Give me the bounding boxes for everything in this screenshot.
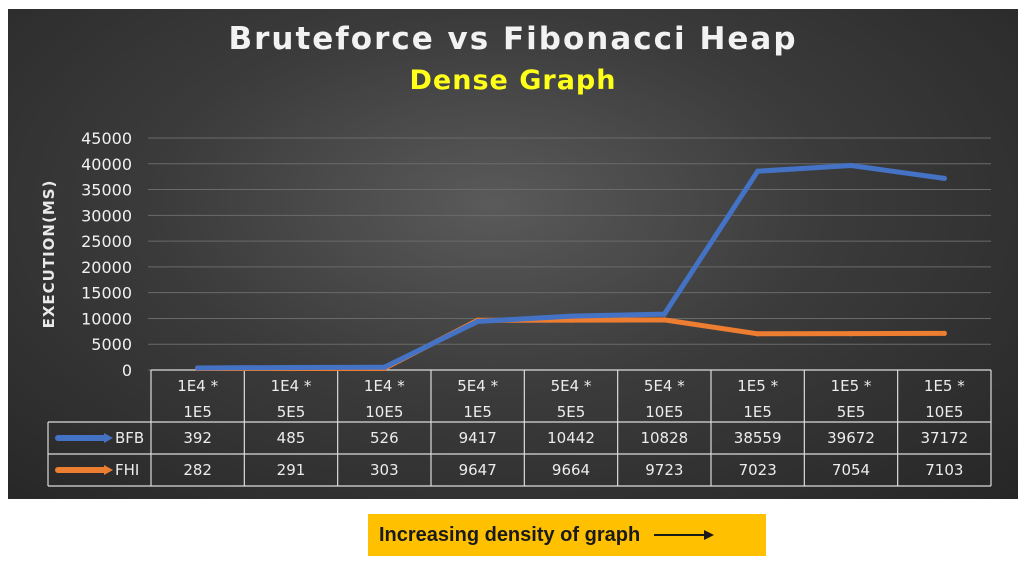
- y-tick-label: 5000: [91, 335, 132, 354]
- x-tick-label: 1E5 *: [737, 377, 778, 395]
- data-point-fhi: [568, 317, 574, 323]
- x-tick-label: 1E4 *: [177, 377, 218, 395]
- x-tick-label: 5E4 *: [644, 377, 685, 395]
- data-point-bfb: [288, 364, 294, 371]
- y-tick-label: 15000: [81, 284, 132, 303]
- data-label: 10828: [640, 429, 688, 447]
- data-label: 392: [183, 429, 212, 447]
- y-tick-label: 0: [122, 361, 132, 380]
- y-tick-label: 10000: [81, 309, 132, 328]
- data-point-bfb: [661, 311, 667, 317]
- chart-panel: 45000 40000 35000 30000 25000 20000 15000 10000…: [8, 9, 1018, 499]
- data-label: 9417: [459, 429, 497, 447]
- x-tick-label: 1E5: [183, 403, 212, 421]
- chart-subtitle: Dense Graph: [409, 65, 617, 96]
- x-tick-label: 5E5: [557, 403, 586, 421]
- x-tick-label: 5E4 *: [551, 377, 592, 395]
- data-point-bfb: [381, 364, 387, 370]
- density-note: Increasing density of graph: [368, 514, 766, 556]
- y-tick-label: 25000: [81, 232, 132, 251]
- legend-label-bfb: BFB: [115, 429, 144, 447]
- y-tick-label: 20000: [81, 258, 132, 277]
- legend-arrow-fhi: [104, 465, 113, 475]
- data-label: 303: [370, 461, 399, 479]
- y-tick-label: 40000: [81, 155, 132, 174]
- data-point-bfb: [755, 168, 761, 174]
- data-point-fhi: [941, 330, 947, 336]
- data-label: 7054: [832, 461, 870, 479]
- data-point-bfb: [195, 365, 201, 371]
- x-tick-label: 1E4 *: [364, 377, 405, 395]
- data-label: 9664: [552, 461, 590, 479]
- data-label: 37172: [920, 429, 968, 447]
- density-note-text: Increasing density of graph: [379, 523, 641, 546]
- right-arrow-icon: [654, 530, 715, 540]
- x-tick-label: 5E5: [837, 403, 866, 421]
- x-tick-label: 10E5: [925, 403, 963, 421]
- x-tick-label: 1E5: [743, 403, 772, 421]
- x-tick-label: 1E5 *: [924, 377, 965, 395]
- data-label: 39672: [827, 429, 875, 447]
- y-tick-label: 35000: [81, 181, 132, 200]
- data-label: 9647: [459, 461, 497, 479]
- y-axis-title: EXECUTION(MS): [40, 180, 58, 329]
- x-tick-label: 1E5: [463, 403, 492, 421]
- data-point-bfb: [568, 313, 574, 319]
- chart-title: Bruteforce vs Fibonacci Heap: [228, 21, 798, 57]
- legend-arrow-bfb: [104, 433, 113, 443]
- x-tick-label: 10E5: [645, 403, 683, 421]
- data-label: 7103: [925, 461, 963, 479]
- x-tick-label: 1E4 *: [271, 377, 312, 395]
- data-label: 7023: [739, 461, 777, 479]
- data-point-bfb: [848, 162, 854, 169]
- x-tick-label: 5E4 *: [457, 377, 498, 395]
- x-tick-label: 5E5: [277, 403, 306, 421]
- data-point-bfb: [475, 318, 481, 325]
- x-tick-label: 1E5 *: [831, 377, 872, 395]
- data-point-bfb: [941, 175, 947, 181]
- data-label: 10442: [547, 429, 595, 447]
- data-point-fhi: [755, 331, 761, 337]
- line-chart: 45000 40000 35000 30000 25000 20000 15000 10000…: [40, 129, 992, 487]
- y-tick-label: 30000: [81, 206, 132, 225]
- data-label: 38559: [734, 429, 782, 447]
- data-point-fhi: [661, 317, 667, 323]
- data-label: 282: [183, 461, 212, 479]
- x-tick-label: 10E5: [365, 403, 403, 421]
- y-tick-label: 45000: [81, 129, 132, 148]
- data-label: 9723: [645, 461, 683, 479]
- data-point-fhi: [848, 331, 854, 337]
- data-label: 485: [277, 429, 306, 447]
- data-label: 291: [277, 461, 306, 479]
- legend-label-fhi: FHI: [115, 461, 139, 479]
- data-label: 526: [370, 429, 399, 447]
